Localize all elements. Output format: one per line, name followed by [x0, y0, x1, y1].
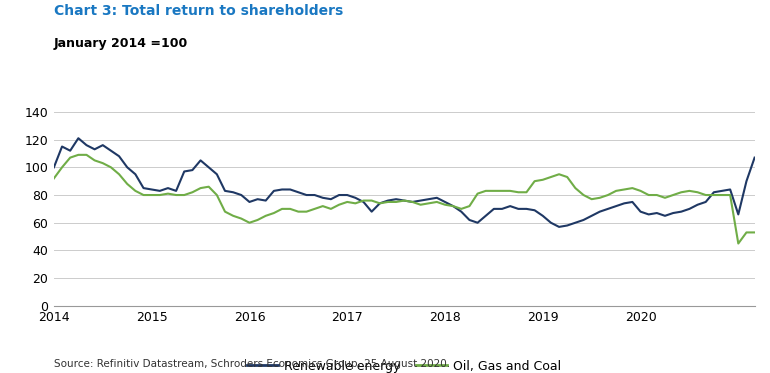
Line: Oil, Gas and Coal: Oil, Gas and Coal — [54, 155, 755, 244]
Oil, Gas and Coal — [74, 153, 83, 157]
Renewable energy — [636, 209, 645, 214]
Oil, Gas and Coal — [628, 186, 637, 190]
Line: Renewable energy: Renewable energy — [54, 138, 755, 227]
Oil, Gas and Coal — [213, 193, 222, 197]
Renewable energy — [408, 200, 417, 204]
Oil, Gas and Coal — [261, 214, 270, 218]
Renewable energy — [213, 172, 222, 176]
Text: January 2014 =100: January 2014 =100 — [54, 37, 188, 50]
Renewable energy — [49, 165, 59, 170]
Renewable energy — [554, 225, 564, 229]
Oil, Gas and Coal — [408, 200, 417, 204]
Oil, Gas and Coal — [49, 176, 59, 181]
Oil, Gas and Coal — [750, 230, 759, 235]
Renewable energy — [74, 136, 83, 141]
Renewable energy — [750, 156, 759, 160]
Renewable energy — [261, 198, 270, 203]
Text: Source: Refinitiv Datastream, Schroders Economics Group, 25 August 2020.: Source: Refinitiv Datastream, Schroders … — [54, 359, 450, 369]
Oil, Gas and Coal — [172, 193, 181, 197]
Text: Chart 3: Total return to shareholders: Chart 3: Total return to shareholders — [54, 4, 343, 18]
Oil, Gas and Coal — [351, 201, 360, 206]
Legend: Renewable energy, Oil, Gas and Coal: Renewable energy, Oil, Gas and Coal — [242, 355, 567, 373]
Oil, Gas and Coal — [734, 241, 743, 246]
Renewable energy — [351, 195, 360, 200]
Renewable energy — [172, 189, 181, 193]
